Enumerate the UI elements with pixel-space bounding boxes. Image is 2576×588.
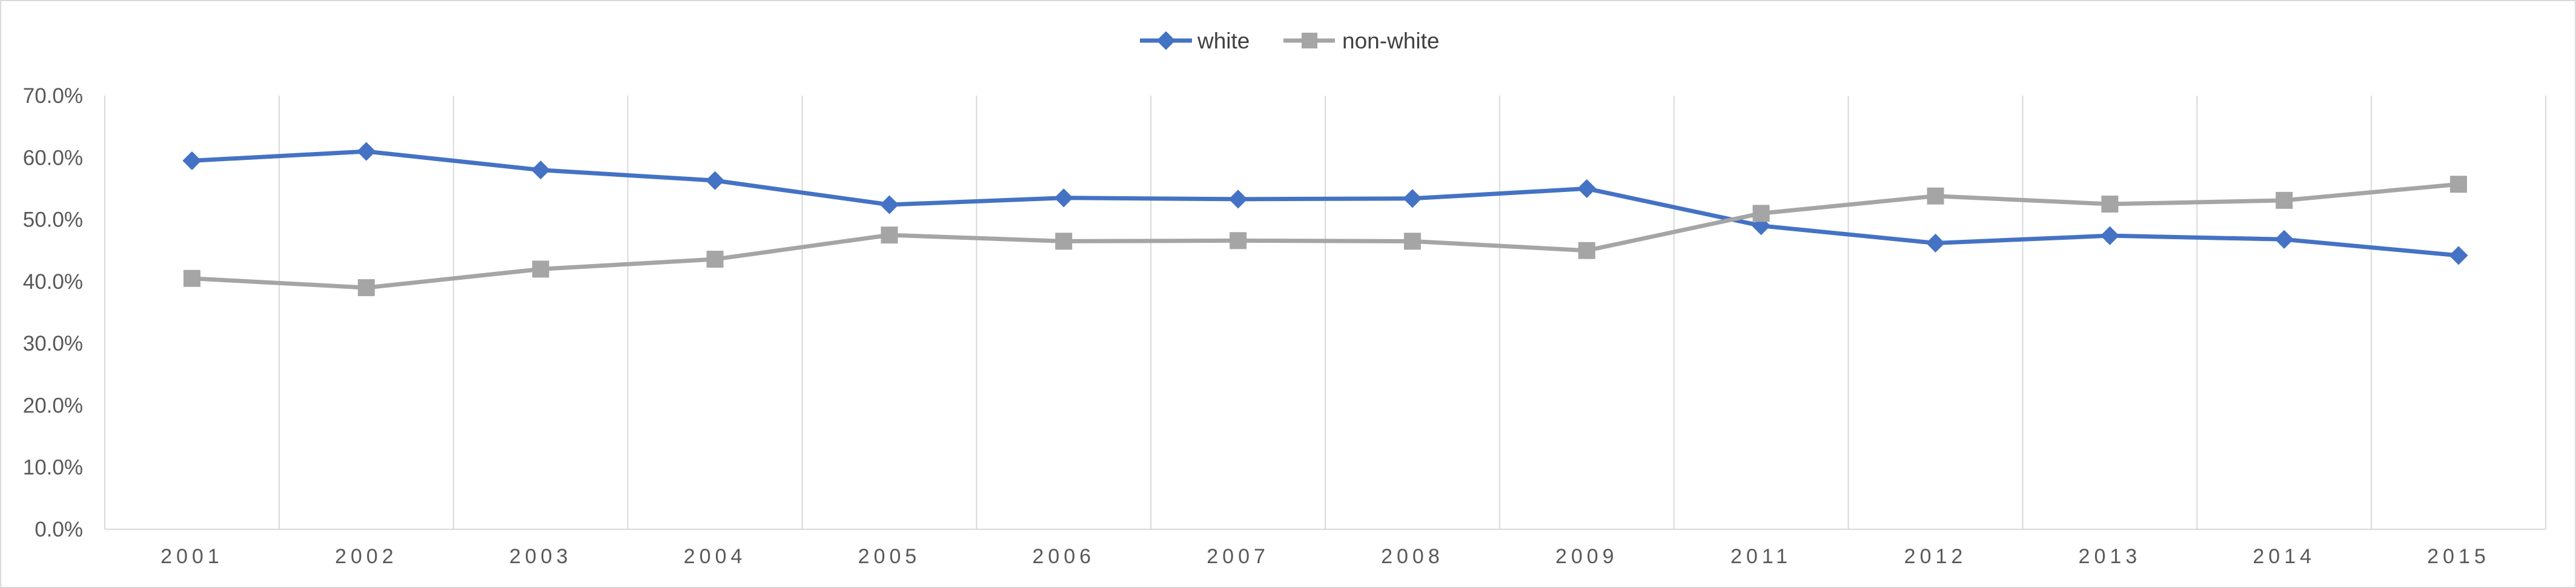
legend-label-white: white bbox=[1197, 28, 1250, 53]
x-tick-label: 2002 bbox=[335, 545, 398, 568]
gridlines bbox=[104, 96, 2546, 529]
y-tick-label: 20.0% bbox=[23, 394, 83, 417]
y-tick-label: 60.0% bbox=[23, 146, 83, 170]
data-point-non-white bbox=[1055, 233, 1073, 250]
x-tick-label: 2011 bbox=[1730, 545, 1792, 568]
y-tick-label: 30.0% bbox=[23, 332, 83, 355]
data-point-white bbox=[2274, 230, 2294, 249]
y-tick-label: 70.0% bbox=[23, 84, 83, 108]
data-point-non-white bbox=[1752, 205, 1770, 222]
data-point-white bbox=[357, 142, 376, 161]
data-point-white bbox=[879, 195, 899, 214]
data-point-white bbox=[531, 160, 551, 180]
series-line-non-white bbox=[190, 182, 2461, 290]
x-tick-label: 2001 bbox=[161, 545, 223, 568]
x-tick-label: 2014 bbox=[2253, 545, 2316, 568]
legend-label-non-white: non-white bbox=[1342, 28, 1439, 53]
x-tick-label: 2013 bbox=[2079, 545, 2142, 568]
data-point-white bbox=[705, 171, 725, 190]
y-tick-label: 40.0% bbox=[23, 270, 83, 294]
x-tick-label: 2015 bbox=[2427, 545, 2490, 568]
data-point-white bbox=[1228, 190, 1248, 209]
data-point-white bbox=[1054, 188, 1073, 208]
y-axis: 0.0% 10.0% 20.0% 30.0% 40.0% 50.0% 60.0% 70.0% bbox=[23, 84, 83, 541]
x-tick-label: 2005 bbox=[858, 545, 921, 568]
legend: white non-white bbox=[1140, 28, 1439, 53]
series-layer bbox=[182, 142, 2468, 297]
x-tick-label: 2009 bbox=[1555, 545, 1618, 568]
data-point-white bbox=[1403, 189, 1422, 208]
data-point-non-white bbox=[881, 226, 898, 244]
data-point-non-white bbox=[1403, 233, 1421, 250]
data-point-non-white bbox=[1578, 242, 1595, 259]
x-axis: 2001 2002 2003 2004 2005 2006 2007 2008 2009 2011… bbox=[105, 529, 2546, 568]
series-non-white bbox=[183, 176, 2468, 297]
data-point-non-white bbox=[2276, 191, 2293, 209]
data-point-non-white bbox=[2101, 196, 2119, 213]
data-point-non-white bbox=[532, 260, 549, 278]
series-line-white bbox=[190, 149, 2461, 258]
legend-item-white: white bbox=[1140, 28, 1250, 53]
data-point-non-white bbox=[1927, 187, 1944, 205]
data-point-white bbox=[2100, 226, 2119, 245]
legend-item-non-white: non-white bbox=[1283, 28, 1439, 53]
x-tick-label: 2004 bbox=[684, 545, 747, 568]
x-tick-label: 2006 bbox=[1032, 545, 1095, 568]
data-point-white bbox=[2449, 246, 2468, 265]
data-point-white bbox=[1925, 233, 1945, 253]
legend-marker-white bbox=[1156, 31, 1176, 50]
data-point-non-white bbox=[2450, 176, 2468, 193]
data-point-non-white bbox=[357, 279, 375, 297]
x-tick-label: 2007 bbox=[1207, 545, 1270, 568]
y-tick-label: 50.0% bbox=[23, 208, 83, 232]
y-tick-label: 0.0% bbox=[35, 518, 83, 541]
x-tick-label: 2008 bbox=[1381, 545, 1444, 568]
data-point-non-white bbox=[183, 269, 200, 287]
y-tick-label: 10.0% bbox=[23, 456, 83, 480]
data-point-non-white bbox=[1230, 232, 1247, 249]
data-point-white bbox=[182, 151, 202, 170]
legend-marker-non-white bbox=[1302, 33, 1317, 48]
data-point-non-white bbox=[706, 251, 724, 268]
x-tick-label: 2003 bbox=[509, 545, 572, 568]
x-tick-label: 2012 bbox=[1904, 545, 1967, 568]
data-point-white bbox=[1577, 179, 1597, 198]
